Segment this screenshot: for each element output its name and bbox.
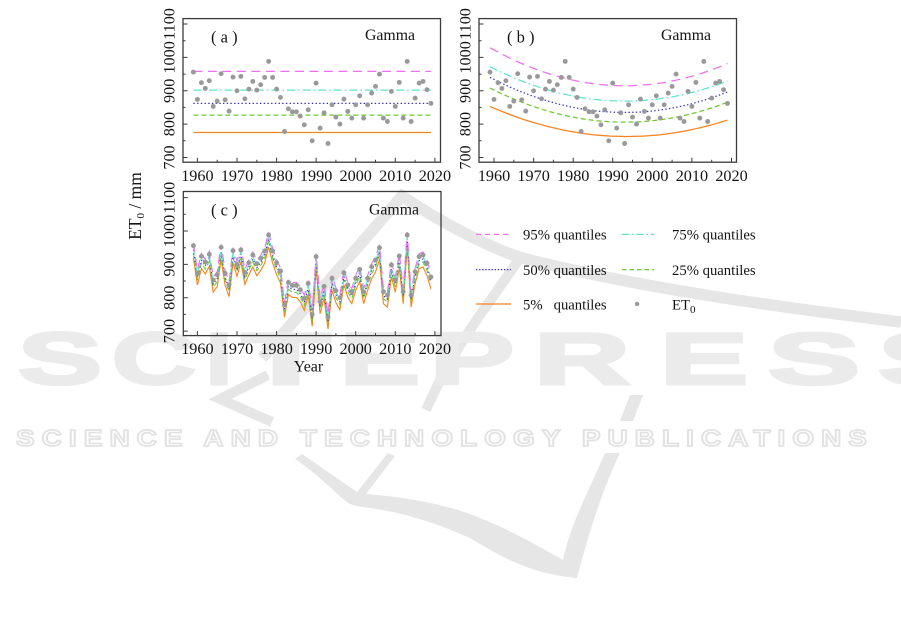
svg-text:1000: 1000: [160, 41, 178, 73]
svg-text:2000: 2000: [340, 340, 372, 358]
svg-text:Gamma: Gamma: [369, 202, 419, 219]
svg-text:1970: 1970: [517, 167, 549, 185]
svg-text:( a ): ( a ): [211, 28, 238, 47]
svg-text:1000: 1000: [160, 215, 178, 247]
svg-text:2020: 2020: [419, 340, 451, 358]
svg-text:2010: 2010: [676, 167, 708, 185]
svg-text:Year: Year: [294, 359, 324, 376]
svg-text:( b ): ( b ): [507, 28, 535, 47]
svg-text:95% quantiles: 95% quantiles: [523, 228, 607, 244]
svg-text:1960: 1960: [478, 167, 510, 185]
svg-text:1980: 1980: [260, 167, 292, 185]
svg-text:900: 900: [160, 252, 178, 276]
svg-text:( c ): ( c ): [211, 201, 238, 220]
svg-text:900: 900: [456, 79, 474, 103]
svg-text:S: S: [18, 319, 102, 400]
svg-text:SCIENCE AND TECHNOLOGY PUBLICA: SCIENCE AND TECHNOLOGY PUBLICATIONS: [16, 425, 874, 451]
svg-text:2010: 2010: [379, 167, 411, 185]
svg-text:1990: 1990: [300, 167, 332, 185]
svg-text:2000: 2000: [636, 167, 668, 185]
svg-text:E: E: [340, 319, 420, 400]
svg-text:1960: 1960: [181, 167, 213, 185]
svg-text:Gamma: Gamma: [661, 27, 711, 44]
svg-text:E: E: [660, 319, 748, 400]
svg-text:2000: 2000: [340, 167, 372, 185]
svg-text:1990: 1990: [300, 340, 332, 358]
svg-text:900: 900: [160, 79, 178, 103]
svg-text:50% quantiles: 50% quantiles: [523, 263, 607, 279]
svg-text:2010: 2010: [379, 340, 411, 358]
svg-text:2020: 2020: [715, 167, 747, 185]
svg-text:700: 700: [160, 145, 178, 169]
svg-text:P: P: [430, 319, 514, 400]
svg-text:700: 700: [160, 319, 178, 343]
svg-text:800: 800: [456, 112, 474, 136]
svg-text:1970: 1970: [221, 167, 253, 185]
svg-text:I: I: [206, 319, 232, 400]
svg-text:75% quantiles: 75% quantiles: [672, 228, 756, 244]
svg-text:T: T: [242, 319, 330, 400]
svg-text:5% quantiles: 5% quantiles: [523, 297, 607, 313]
svg-text:1990: 1990: [597, 167, 629, 185]
svg-text:1980: 1980: [557, 167, 589, 185]
svg-text:R: R: [534, 319, 630, 400]
svg-text:25% quantiles: 25% quantiles: [672, 263, 756, 279]
svg-text:1960: 1960: [181, 340, 213, 358]
svg-text:800: 800: [160, 286, 178, 310]
svg-text:1100: 1100: [456, 8, 474, 40]
svg-text:S: S: [878, 319, 901, 400]
svg-text:1100: 1100: [160, 182, 178, 214]
svg-text:1970: 1970: [221, 340, 253, 358]
svg-text:S: S: [768, 319, 860, 400]
svg-text:1100: 1100: [160, 8, 178, 40]
svg-text:700: 700: [456, 145, 474, 169]
svg-text:1000: 1000: [456, 41, 474, 73]
svg-text:Gamma: Gamma: [365, 27, 415, 44]
svg-text:ET0 / mm: ET0 / mm: [125, 172, 147, 240]
svg-text:2020: 2020: [419, 167, 451, 185]
svg-text:800: 800: [160, 112, 178, 136]
svg-text:1980: 1980: [260, 340, 292, 358]
svg-text:C: C: [112, 319, 196, 400]
